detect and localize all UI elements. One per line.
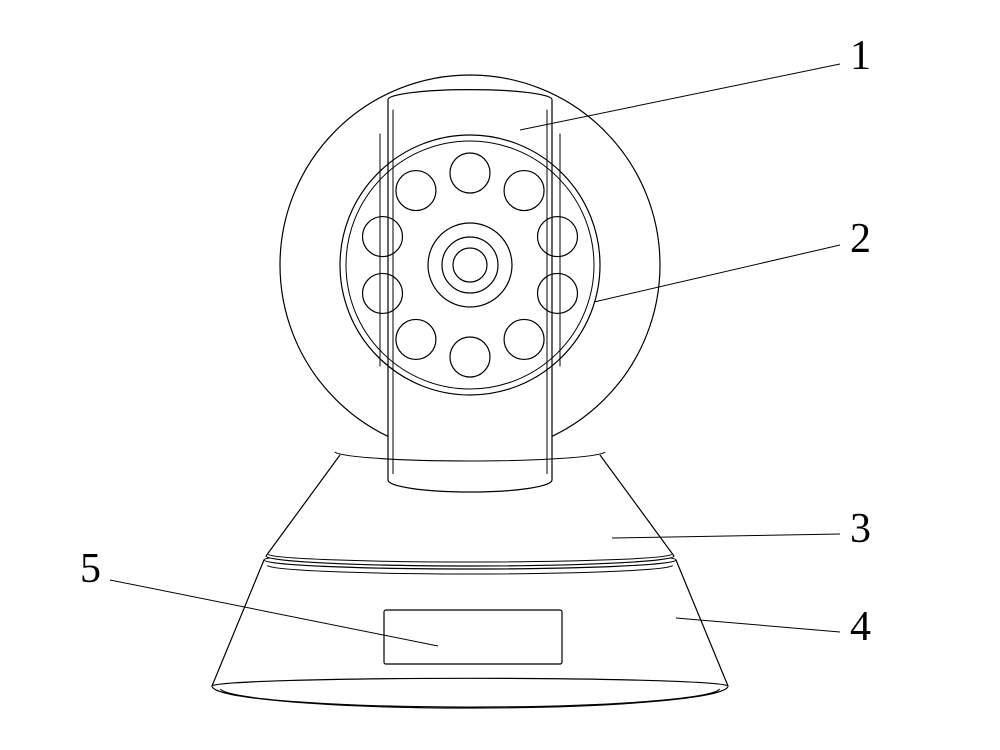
- callout-label-2: 2: [850, 218, 871, 260]
- diagram-stage: 1 2 3 4 5: [0, 0, 1000, 750]
- callout-label-4: 4: [850, 606, 871, 648]
- callout-label-5: 5: [80, 548, 101, 590]
- callout-label-1: 1: [850, 35, 871, 77]
- callout-label-3: 3: [850, 508, 871, 550]
